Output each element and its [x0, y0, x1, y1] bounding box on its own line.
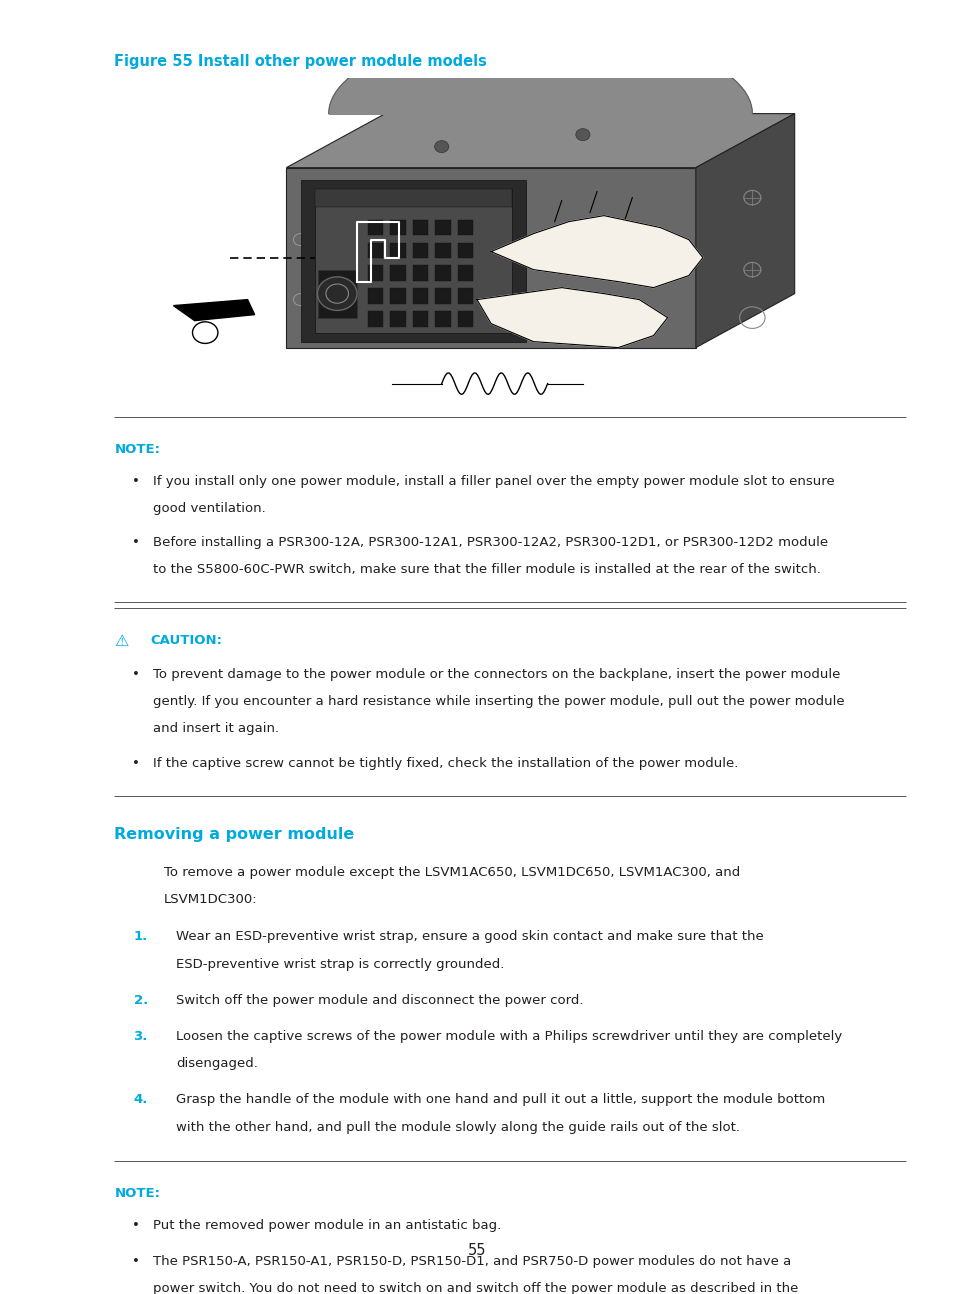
- Text: To prevent damage to the power module or the connectors on the backplane, insert: To prevent damage to the power module or…: [152, 668, 840, 681]
- Bar: [367, 265, 383, 281]
- Polygon shape: [173, 300, 254, 321]
- Text: Switch off the power module and disconnect the power cord.: Switch off the power module and disconne…: [176, 994, 583, 1007]
- Bar: [457, 311, 473, 326]
- Text: with the other hand, and pull the module slowly along the guide rails out of the: with the other hand, and pull the module…: [176, 1121, 740, 1134]
- Polygon shape: [491, 216, 702, 287]
- Text: disengaged.: disengaged.: [176, 1057, 258, 1070]
- Polygon shape: [476, 287, 667, 348]
- Bar: [435, 220, 451, 236]
- Text: Removing a power module: Removing a power module: [114, 827, 355, 842]
- Bar: [413, 311, 428, 326]
- Text: power switch. You do not need to switch on and switch off the power module as de: power switch. You do not need to switch …: [152, 1282, 797, 1294]
- Bar: [300, 180, 526, 342]
- Bar: [314, 189, 512, 333]
- Circle shape: [435, 141, 448, 153]
- Polygon shape: [695, 114, 794, 348]
- Polygon shape: [329, 30, 752, 114]
- Text: to the S5800-60C-PWR switch, make sure that the filler module is installed at th: to the S5800-60C-PWR switch, make sure t…: [152, 563, 820, 576]
- Bar: [457, 242, 473, 259]
- Text: Before installing a PSR300-12A, PSR300-12A1, PSR300-12A2, PSR300-12D1, or PSR300: Before installing a PSR300-12A, PSR300-1…: [152, 536, 827, 549]
- Bar: [390, 220, 405, 236]
- Text: •: •: [132, 1255, 139, 1268]
- Bar: [367, 311, 383, 326]
- Text: The PSR150-A, PSR150-A1, PSR150-D, PSR150-D1, and PSR750-D power modules do not : The PSR150-A, PSR150-A1, PSR150-D, PSR15…: [152, 1255, 790, 1268]
- Text: NOTE:: NOTE:: [114, 443, 160, 455]
- Text: 3.: 3.: [133, 1030, 148, 1043]
- Bar: [390, 265, 405, 281]
- Text: CAUTION:: CAUTION:: [151, 634, 222, 647]
- Text: •: •: [132, 757, 139, 770]
- Text: •: •: [132, 1219, 139, 1232]
- Bar: [367, 289, 383, 304]
- Text: •: •: [132, 668, 139, 681]
- Text: 55: 55: [467, 1242, 486, 1258]
- Bar: [457, 265, 473, 281]
- Text: 2.: 2.: [133, 994, 148, 1007]
- Circle shape: [317, 277, 356, 311]
- Text: 4.: 4.: [133, 1093, 148, 1106]
- Text: •: •: [132, 475, 139, 488]
- Text: Figure 55 Install other power module models: Figure 55 Install other power module mod…: [114, 54, 487, 70]
- Bar: [435, 311, 451, 326]
- Bar: [413, 220, 428, 236]
- Bar: [457, 289, 473, 304]
- Bar: [390, 311, 405, 326]
- Text: NOTE:: NOTE:: [114, 1187, 160, 1200]
- Bar: [435, 289, 451, 304]
- Bar: [314, 189, 512, 207]
- Text: 1.: 1.: [133, 930, 148, 943]
- Bar: [318, 269, 356, 317]
- Bar: [367, 242, 383, 259]
- Text: gently. If you encounter a hard resistance while inserting the power module, pul: gently. If you encounter a hard resistan…: [152, 695, 843, 708]
- Bar: [390, 242, 405, 259]
- Text: If the captive screw cannot be tightly fixed, check the installation of the powe: If the captive screw cannot be tightly f…: [152, 757, 738, 770]
- Text: good ventilation.: good ventilation.: [152, 502, 265, 515]
- Bar: [367, 220, 383, 236]
- Text: ⚠: ⚠: [114, 634, 129, 650]
- Text: If you install only one power module, install a filler panel over the empty powe: If you install only one power module, in…: [152, 475, 834, 488]
- Bar: [457, 220, 473, 236]
- Polygon shape: [286, 114, 794, 168]
- Text: LSVM1DC300:: LSVM1DC300:: [164, 893, 257, 906]
- Text: and insert it again.: and insert it again.: [152, 722, 278, 735]
- Bar: [435, 265, 451, 281]
- Text: Grasp the handle of the module with one hand and pull it out a little, support t: Grasp the handle of the module with one …: [176, 1093, 825, 1106]
- Text: ESD-preventive wrist strap is correctly grounded.: ESD-preventive wrist strap is correctly …: [176, 958, 504, 970]
- Bar: [435, 242, 451, 259]
- Bar: [286, 168, 695, 348]
- Bar: [413, 289, 428, 304]
- Bar: [390, 289, 405, 304]
- Text: •: •: [132, 536, 139, 549]
- Circle shape: [576, 128, 589, 141]
- Text: Loosen the captive screws of the power module with a Philips screwdriver until t: Loosen the captive screws of the power m…: [176, 1030, 841, 1043]
- Text: To remove a power module except the LSVM1AC650, LSVM1DC650, LSVM1AC300, and: To remove a power module except the LSVM…: [164, 866, 740, 879]
- Bar: [413, 265, 428, 281]
- Text: Wear an ESD-preventive wrist strap, ensure a good skin contact and make sure tha: Wear an ESD-preventive wrist strap, ensu…: [176, 930, 763, 943]
- Bar: [413, 242, 428, 259]
- Text: Put the removed power module in an antistatic bag.: Put the removed power module in an antis…: [152, 1219, 500, 1232]
